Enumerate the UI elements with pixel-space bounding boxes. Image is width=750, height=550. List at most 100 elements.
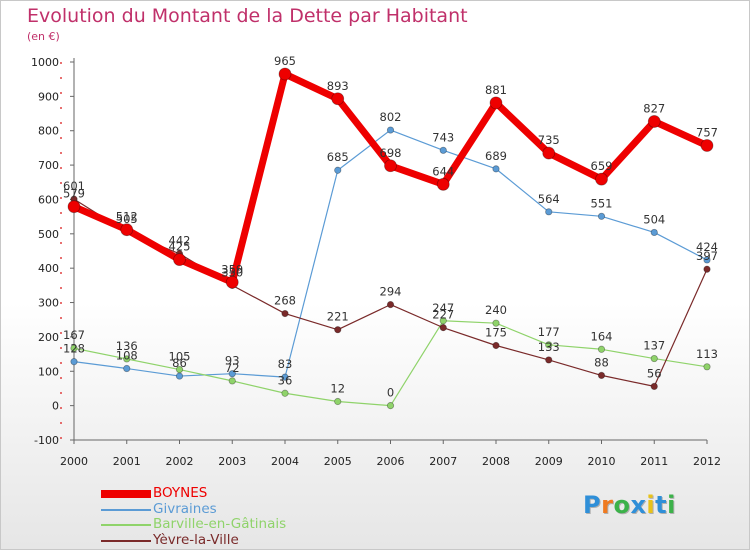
- y-tick-label: 0: [52, 400, 59, 413]
- data-label-givraines: 743: [432, 130, 454, 144]
- data-label-boynes: 512: [116, 210, 138, 224]
- x-tick-label: 2005: [324, 455, 352, 468]
- data-label-barville-en-gatinais: 36: [278, 373, 293, 387]
- data-point-barville-en-gatinais: [545, 341, 553, 349]
- data-point-barville-en-gatinais: [386, 402, 395, 410]
- data-point-givraines: [703, 256, 711, 264]
- data-label-yevre-la-ville: 175: [485, 326, 507, 340]
- y-tick-label: 700: [38, 159, 59, 172]
- legend-swatch: [101, 508, 151, 511]
- data-point-barville-en-gatinais: [228, 377, 236, 385]
- data-point-yevre-la-ville: [281, 309, 289, 318]
- data-point-barville-en-gatinais: [281, 389, 289, 397]
- y-tick-label: 500: [38, 228, 59, 241]
- legend-label: Givraines: [153, 500, 217, 517]
- data-label-givraines: 128: [63, 342, 85, 356]
- x-tick-label: 2007: [429, 455, 457, 468]
- data-label-yevre-la-ville: 227: [432, 308, 454, 322]
- data-label-yevre-la-ville: 88: [594, 355, 609, 369]
- data-point-givraines: [228, 370, 236, 378]
- data-point-barville-en-gatinais: [70, 344, 78, 352]
- data-point-givraines: [123, 364, 131, 373]
- data-point-boynes: [278, 67, 292, 81]
- data-label-givraines: 83: [278, 357, 293, 371]
- legend-label: Yèvre-la-Ville: [153, 531, 239, 548]
- data-label-givraines: 424: [696, 240, 718, 254]
- data-point-givraines: [545, 208, 553, 216]
- data-label-yevre-la-ville: 601: [63, 179, 85, 193]
- data-point-barville-en-gatinais: [597, 345, 606, 353]
- data-point-barville-en-gatinais: [650, 354, 658, 363]
- data-point-givraines: [281, 373, 289, 381]
- x-tick-label: 2012: [693, 455, 721, 468]
- data-point-givraines: [334, 166, 342, 174]
- data-point-givraines: [175, 372, 184, 380]
- data-point-boynes: [700, 139, 714, 152]
- data-label-boynes: 359: [221, 262, 243, 276]
- chart-unit-label: (en €): [27, 30, 60, 43]
- data-label-boynes: 698: [380, 146, 402, 160]
- y-tick-label: 200: [38, 331, 59, 344]
- data-point-boynes: [225, 275, 239, 289]
- y-tick-label: 600: [38, 193, 59, 206]
- x-tick-label: 2010: [588, 455, 616, 468]
- data-point-yevre-la-ville: [597, 371, 606, 379]
- data-label-boynes: 965: [274, 54, 296, 68]
- data-point-boynes: [542, 146, 556, 160]
- y-tick-label: 300: [38, 297, 59, 310]
- data-label-barville-en-gatinais: 164: [591, 329, 613, 343]
- data-point-boynes: [489, 96, 503, 110]
- data-label-yevre-la-ville: 442: [169, 234, 191, 248]
- data-label-boynes: 881: [485, 83, 507, 97]
- data-label-givraines: 504: [643, 212, 665, 226]
- data-point-yevre-la-ville: [439, 324, 447, 332]
- data-point-yevre-la-ville: [334, 326, 342, 334]
- x-tick-label: 2000: [60, 455, 88, 468]
- data-point-yevre-la-ville: [492, 341, 500, 350]
- data-point-boynes: [647, 115, 661, 128]
- data-label-givraines: 551: [591, 196, 613, 210]
- data-point-boynes: [173, 253, 186, 266]
- data-label-barville-en-gatinais: 105: [169, 350, 191, 364]
- x-tick-label: 2008: [482, 455, 510, 468]
- x-tick-label: 2004: [271, 455, 299, 468]
- y-tick-label: 800: [38, 125, 59, 138]
- data-point-givraines: [597, 212, 606, 220]
- x-tick-label: 2011: [640, 455, 668, 468]
- x-tick-label: 2001: [113, 455, 141, 468]
- x-tick-label: 2006: [377, 455, 405, 468]
- data-point-barville-en-gatinais: [334, 397, 342, 406]
- data-label-yevre-la-ville: 56: [647, 366, 662, 380]
- data-point-boynes: [331, 92, 345, 106]
- y-tick-label: -100: [34, 434, 59, 447]
- legend-label: BOYNES: [153, 485, 208, 501]
- data-label-barville-en-gatinais: 136: [116, 339, 138, 353]
- data-point-barville-en-gatinais: [175, 365, 184, 374]
- data-label-boynes: 644: [432, 164, 454, 178]
- legend-swatch: [101, 524, 151, 526]
- data-point-barville-en-gatinais: [439, 317, 447, 325]
- data-label-yevre-la-ville: 221: [327, 310, 349, 324]
- data-point-givraines: [70, 358, 78, 366]
- data-point-givraines: [492, 165, 500, 173]
- data-point-yevre-la-ville: [650, 382, 658, 390]
- data-label-boynes: 757: [696, 126, 718, 140]
- data-label-barville-en-gatinais: 137: [643, 339, 665, 353]
- data-label-barville-en-gatinais: 167: [63, 328, 85, 342]
- data-label-barville-en-gatinais: 240: [485, 303, 507, 317]
- data-label-boynes: 425: [169, 240, 191, 254]
- legend-label: Barville-en-Gâtinais: [153, 516, 287, 532]
- data-label-barville-en-gatinais: 113: [696, 347, 718, 361]
- data-label-boynes: 827: [643, 101, 665, 115]
- data-label-yevre-la-ville: 294: [380, 285, 402, 299]
- data-point-boynes: [595, 172, 608, 186]
- data-point-yevre-la-ville: [703, 265, 711, 273]
- data-label-givraines: 685: [327, 150, 349, 164]
- data-label-yevre-la-ville: 350: [221, 265, 243, 279]
- y-tick-label: 1000: [31, 56, 59, 69]
- data-label-givraines: 802: [380, 110, 402, 124]
- data-label-barville-en-gatinais: 177: [538, 325, 560, 339]
- data-label-boynes: 735: [538, 133, 560, 147]
